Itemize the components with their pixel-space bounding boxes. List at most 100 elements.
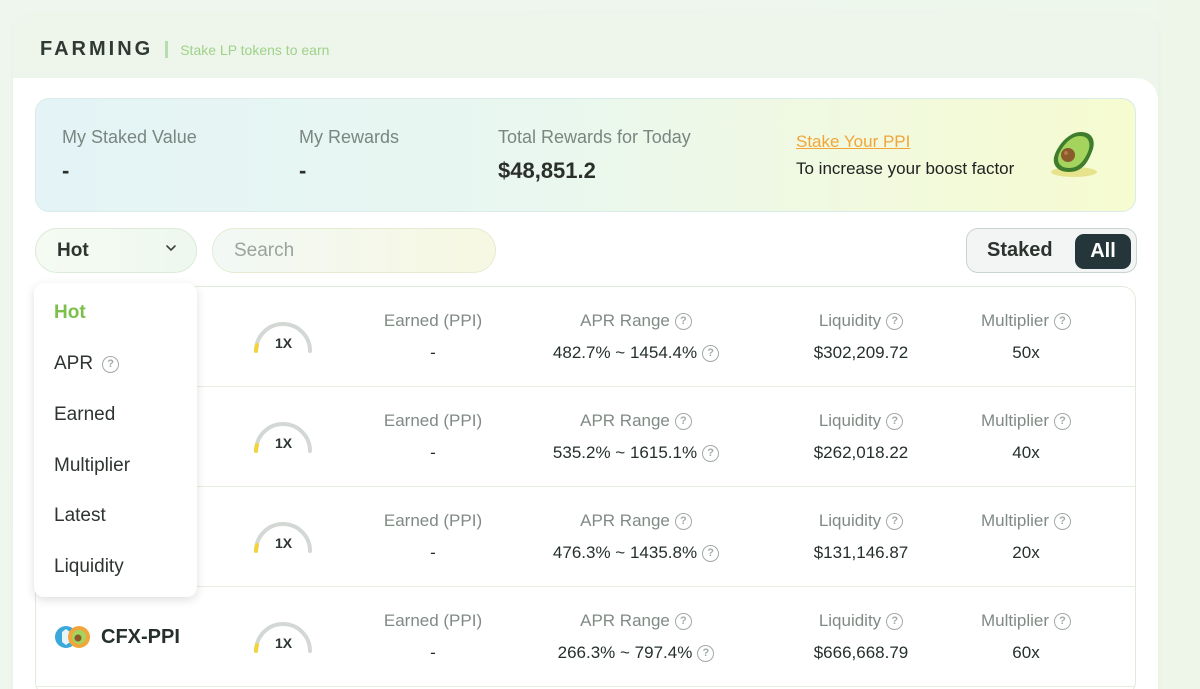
multiplier-label: Multiplier	[980, 311, 1050, 330]
help-icon[interactable]: ?	[102, 355, 120, 373]
page-background	[1157, 0, 1200, 689]
sort-option-label: Multiplier	[54, 455, 131, 476]
stat-value: -	[299, 158, 307, 183]
liquidity-value: $262,018.22	[813, 443, 909, 462]
stake-ppi-link[interactable]: Stake Your PPI	[796, 132, 911, 151]
title-divider	[165, 41, 169, 58]
sort-dropdown[interactable]: Hot	[35, 228, 197, 273]
sort-option-label: Latest	[54, 505, 106, 526]
page-title: FARMING	[40, 38, 154, 60]
sort-option-label: APR	[54, 353, 94, 374]
multiplier-column: Multiplier? 60x	[966, 611, 1086, 663]
help-icon[interactable]: ?	[702, 544, 720, 562]
apr-value: 482.7% ~ 1454.4%	[552, 343, 698, 362]
sort-option-hot[interactable]: Hot	[54, 302, 86, 324]
earned-label: Earned (PPI)	[383, 311, 483, 330]
liquidity-label: Liquidity	[818, 411, 882, 430]
search-input[interactable]	[212, 228, 496, 273]
stat-label: Total Rewards for Today	[498, 127, 691, 147]
help-icon[interactable]: ?	[674, 412, 692, 430]
earned-value: -	[430, 643, 436, 662]
boost-factor: 1X	[275, 635, 293, 651]
sort-option-label: Liquidity	[54, 556, 124, 577]
cfx-ppi-token-icon	[55, 626, 90, 648]
earned-label: Earned (PPI)	[383, 611, 483, 630]
help-icon[interactable]: ?	[886, 312, 904, 330]
multiplier-value: 60x	[1012, 643, 1040, 662]
liquidity-value: $666,668.79	[813, 643, 909, 662]
multiplier-label: Multiplier	[980, 611, 1050, 630]
help-icon[interactable]: ?	[674, 312, 692, 330]
stat-label: My Staked Value	[62, 127, 197, 147]
earned-column: Earned (PPI) -	[383, 611, 483, 663]
stat-value: -	[62, 158, 70, 183]
avocado-icon	[1051, 132, 1097, 177]
apr-column: APR Range? 482.7% ~ 1454.4%?	[546, 311, 726, 363]
sort-option-label: Earned	[54, 404, 116, 425]
apr-column: APR Range? 476.3% ~ 1435.8%?	[546, 511, 726, 563]
sort-option-liquidity[interactable]: Liquidity	[54, 556, 124, 578]
farm-row[interactable]: 1X Earned (PPI) - APR Range? 482.7% ~ 14…	[36, 287, 1135, 387]
sort-dropdown-menu: Hot APR ? Earned Multiplier Latest Liqui…	[34, 283, 197, 597]
multiplier-column: Multiplier? 50x	[966, 311, 1086, 363]
stat-staked-value: My Staked Value -	[62, 127, 197, 184]
help-icon[interactable]: ?	[1054, 612, 1072, 630]
stake-promo: Stake Your PPI To increase your boost fa…	[796, 132, 1014, 179]
page-subtitle: Stake LP tokens to earn	[180, 41, 330, 58]
liquidity-column: Liquidity? $666,668.79	[801, 611, 921, 663]
help-icon[interactable]: ?	[702, 444, 720, 462]
apr-value: 266.3% ~ 797.4%	[557, 643, 693, 662]
earned-label: Earned (PPI)	[383, 411, 483, 430]
apr-value: 535.2% ~ 1615.1%	[552, 443, 698, 462]
sort-option-apr[interactable]: APR ?	[54, 353, 120, 375]
help-icon[interactable]: ?	[886, 512, 904, 530]
help-icon[interactable]: ?	[1054, 512, 1072, 530]
earned-value: -	[430, 343, 436, 362]
sort-option-earned[interactable]: Earned	[54, 404, 115, 426]
sort-option-label: Hot	[54, 302, 86, 323]
farm-row[interactable]: 1X Earned (PPI) - APR Range? 476.3% ~ 14…	[36, 487, 1135, 587]
apr-label: APR Range	[580, 311, 670, 330]
boost-gauge-icon	[254, 422, 312, 453]
help-icon[interactable]: ?	[702, 344, 720, 362]
sort-option-latest[interactable]: Latest	[54, 505, 106, 527]
liquidity-column: Liquidity? $262,018.22	[801, 411, 921, 463]
liquidity-value: $302,209.72	[813, 343, 909, 362]
farm-list: 1X Earned (PPI) - APR Range? 482.7% ~ 14…	[35, 286, 1136, 689]
stat-label: My Rewards	[299, 127, 400, 147]
staked-all-toggle: Staked All	[966, 228, 1137, 273]
help-icon[interactable]: ?	[697, 644, 715, 662]
multiplier-value: 40x	[1012, 443, 1040, 462]
help-icon[interactable]: ?	[1054, 412, 1072, 430]
multiplier-label: Multiplier	[980, 511, 1050, 530]
stake-promo-text: To increase your boost factor	[796, 159, 1015, 178]
help-icon[interactable]: ?	[1054, 312, 1072, 330]
sort-selected-label: Hot	[57, 239, 89, 261]
stat-today-rewards: Total Rewards for Today $48,851.2	[498, 127, 691, 184]
apr-value: 476.3% ~ 1435.8%	[552, 543, 698, 562]
boost-gauge-icon	[254, 622, 312, 653]
help-icon[interactable]: ?	[674, 612, 692, 630]
boost-factor: 1X	[275, 535, 293, 551]
stat-my-rewards: My Rewards -	[299, 127, 399, 184]
stats-card: My Staked Value - My Rewards - Total Rew…	[35, 98, 1136, 212]
farm-row[interactable]: 1X Earned (PPI) - APR Range? 535.2% ~ 16…	[36, 387, 1135, 487]
chevron-down-icon	[166, 245, 176, 252]
earned-value: -	[430, 443, 436, 462]
pair-name: CFX-PPI	[101, 626, 180, 648]
earned-column: Earned (PPI) -	[383, 411, 483, 463]
farm-row[interactable]: CFX-PPI 1X Earned (PPI) - APR Range? 266…	[36, 587, 1135, 687]
page-header: FARMING Stake LP tokens to earn	[40, 38, 329, 61]
sort-option-multiplier[interactable]: Multiplier	[54, 455, 130, 477]
liquidity-value: $131,146.87	[813, 543, 909, 562]
boost-gauge-icon	[254, 322, 312, 353]
help-icon[interactable]: ?	[886, 412, 904, 430]
apr-label: APR Range	[580, 411, 670, 430]
boost-gauge-icon	[254, 522, 312, 553]
help-icon[interactable]: ?	[674, 512, 692, 530]
toggle-staked[interactable]: Staked	[987, 239, 1053, 261]
liquidity-label: Liquidity	[818, 311, 882, 330]
help-icon[interactable]: ?	[886, 612, 904, 630]
liquidity-column: Liquidity? $302,209.72	[801, 311, 921, 363]
toggle-all[interactable]: All	[1075, 234, 1131, 269]
